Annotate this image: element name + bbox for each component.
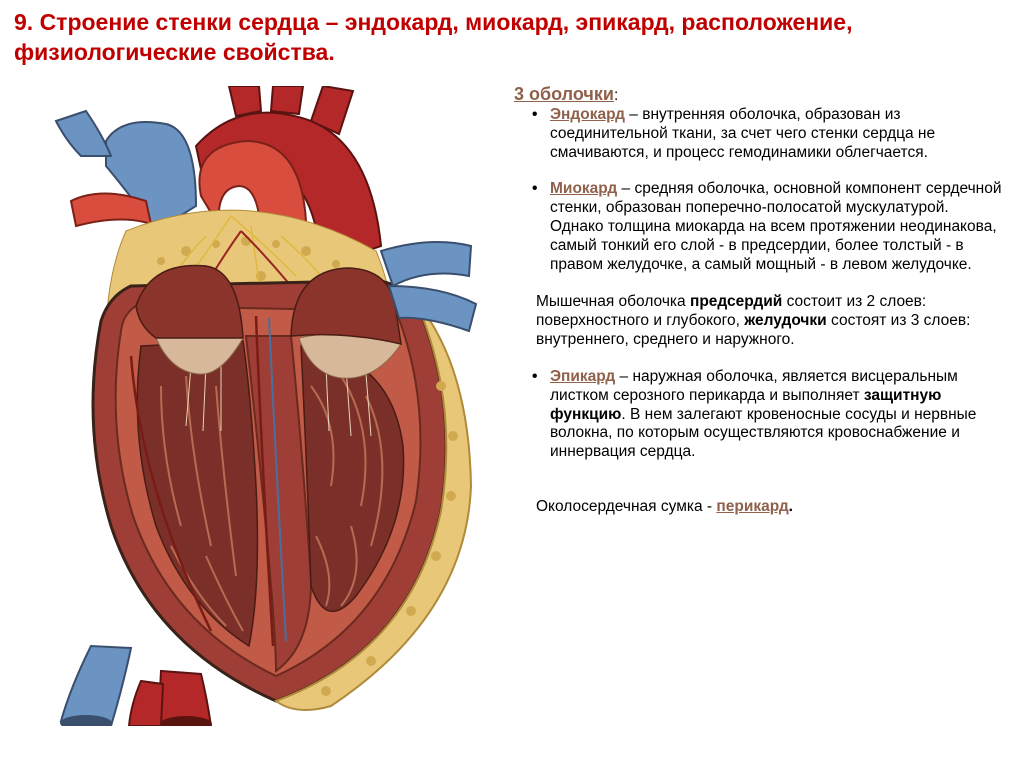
slide-title: 9. Строение стенки сердца – эндокард, ми… bbox=[14, 8, 1010, 68]
myocard-desc: – средняя оболочка, основной компонент с… bbox=[550, 180, 1002, 273]
bullet-marker: • bbox=[532, 106, 550, 163]
epicard-term: Эпикард bbox=[550, 368, 615, 385]
bullet-endocard: • Эндокард – внутренняя оболочка, образо… bbox=[514, 106, 1004, 163]
bullet-epicard: • Эпикард – наружная оболочка, является … bbox=[514, 368, 1004, 463]
heart-anatomy-illustration bbox=[11, 86, 501, 726]
pericard-pre: Околосердечная сумка - bbox=[536, 498, 716, 515]
bullet-marker: • bbox=[532, 180, 550, 275]
text-column: 3 оболочки: • Эндокард – внутренняя обол… bbox=[514, 78, 1012, 726]
section-heading: 3 оболочки: bbox=[514, 84, 1004, 106]
myocard-sublayer: Мышечная оболочка предсердий состоит из … bbox=[514, 293, 1004, 350]
myocard-term: Миокард bbox=[550, 180, 617, 197]
slide-header: 9. Строение стенки сердца – эндокард, ми… bbox=[0, 0, 1024, 72]
section-head-text: 3 оболочки bbox=[514, 84, 614, 104]
pericard-post: . bbox=[789, 498, 793, 515]
endocard-term: Эндокард bbox=[550, 106, 625, 123]
myocard-body: Миокард – средняя оболочка, основной ком… bbox=[550, 180, 1004, 275]
myo-sub-pre: Мышечная оболочка bbox=[536, 293, 690, 310]
content-row: 3 оболочки: • Эндокард – внутренняя обол… bbox=[0, 72, 1024, 726]
bullet-marker: • bbox=[532, 368, 550, 463]
pericard-line: Околосердечная сумка - перикард. bbox=[514, 498, 1004, 517]
endocard-body: Эндокард – внутренняя оболочка, образова… bbox=[550, 106, 1004, 163]
pericard-term: перикард bbox=[716, 498, 788, 515]
epicard-body: Эпикард – наружная оболочка, является ви… bbox=[550, 368, 1004, 463]
myo-sub-bold1: предсердий bbox=[690, 293, 782, 310]
bullet-myocard: • Миокард – средняя оболочка, основной к… bbox=[514, 180, 1004, 275]
myo-sub-bold2: желудочки bbox=[744, 312, 827, 329]
heart-illustration-column bbox=[6, 78, 506, 726]
